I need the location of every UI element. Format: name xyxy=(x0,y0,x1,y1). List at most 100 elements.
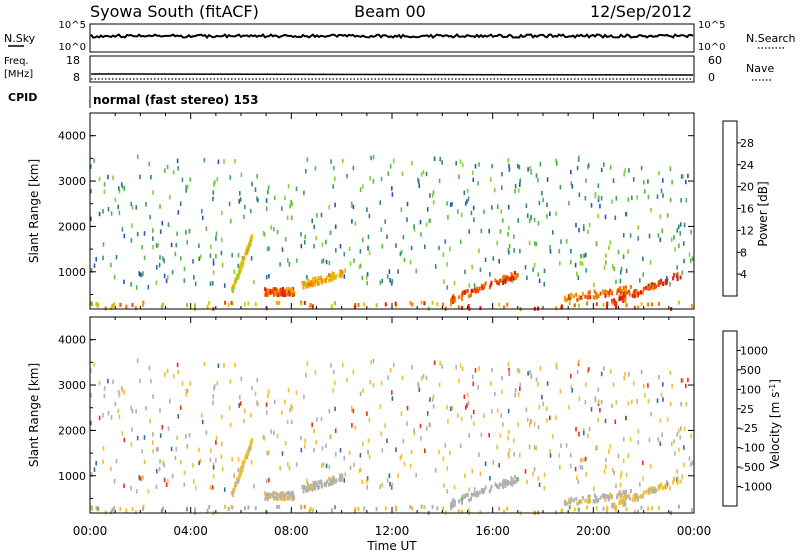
power-echo-point xyxy=(149,214,151,220)
velocity-echo-point xyxy=(266,496,269,501)
velocity-echo-point xyxy=(375,507,378,512)
velocity-echo-point xyxy=(372,358,375,364)
velocity-echo-point xyxy=(305,486,308,491)
velocity-echo-point xyxy=(639,482,641,487)
velocity-echo-point xyxy=(308,509,311,514)
velocity-echo-point xyxy=(199,458,202,464)
velocity-echo-point xyxy=(659,418,662,423)
power-echo-point xyxy=(246,244,249,249)
power-echo-point xyxy=(313,224,315,230)
power-echo-point xyxy=(231,287,234,291)
power-echo-point xyxy=(316,279,318,284)
power-echo-point xyxy=(560,239,562,244)
power-echo-point xyxy=(464,201,467,206)
velocity-echo-point xyxy=(519,382,521,388)
power-echo-point xyxy=(651,302,653,307)
power-echo-point xyxy=(276,293,279,297)
power-echo-point xyxy=(533,263,536,268)
velocity-echo-point xyxy=(636,399,638,404)
velocity-echo-point xyxy=(567,497,570,502)
power-echo-point xyxy=(637,291,640,296)
power-echo-point xyxy=(140,272,143,278)
power-echo-point xyxy=(659,281,662,285)
velocity-echo-point xyxy=(590,407,593,412)
velocity-echo-point xyxy=(636,497,639,502)
velocity-echo-point xyxy=(123,483,125,489)
power-echo-point xyxy=(647,286,650,291)
power-echo-point xyxy=(183,278,186,283)
power-echo-point xyxy=(453,296,456,301)
power-echo-point xyxy=(502,218,504,223)
velocity-echo-point xyxy=(573,507,576,512)
velocity-echo-point xyxy=(431,504,434,509)
power-echo-point xyxy=(205,226,208,231)
power-echo-point xyxy=(600,167,603,173)
power-echo-point xyxy=(361,275,364,281)
velocity-echo-point xyxy=(461,509,463,514)
velocity-echo-point xyxy=(680,426,682,431)
velocity-echo-point xyxy=(320,481,323,486)
velocity-echo-point xyxy=(543,486,546,491)
velocity-echo-point xyxy=(158,466,161,472)
velocity-echo-point xyxy=(194,507,196,512)
velocity-echo-point xyxy=(470,414,473,420)
power-echo-point xyxy=(110,211,113,216)
power-echo-point xyxy=(623,172,625,177)
power-echo-point xyxy=(265,198,268,203)
power-echo-point xyxy=(559,184,562,190)
velocity-echo-point xyxy=(538,404,541,410)
power-echo-point xyxy=(460,293,463,298)
power-echo-point xyxy=(647,194,650,200)
power-echo-point xyxy=(574,262,577,268)
power-echo-point xyxy=(215,254,217,259)
power-echo-point xyxy=(272,287,275,292)
velocity-echo-point xyxy=(690,433,692,439)
velocity-echo-point xyxy=(580,458,582,463)
velocity-echo-point xyxy=(215,440,217,445)
velocity-echo-point xyxy=(180,460,182,465)
velocity-echo-point xyxy=(186,507,188,512)
power-echo-point xyxy=(639,278,641,283)
power-echo-point xyxy=(625,268,628,274)
power-echo-point xyxy=(422,169,425,175)
power-echo-point xyxy=(159,255,161,260)
velocity-echo-point xyxy=(112,379,114,384)
power-echo-point xyxy=(161,221,164,226)
power-echo-point xyxy=(328,260,331,266)
power-echo-point xyxy=(354,305,356,310)
velocity-echo-point xyxy=(354,425,357,430)
velocity-echo-point xyxy=(307,483,309,488)
power-echo-point xyxy=(583,226,585,232)
velocity-echo-point xyxy=(472,409,475,415)
power-echo-point xyxy=(499,229,502,234)
velocity-echo-point xyxy=(442,456,445,461)
velocity-echo-point xyxy=(582,428,585,433)
power-echo-point xyxy=(288,262,291,267)
power-echo-point xyxy=(549,245,551,250)
power-echo-point xyxy=(612,178,615,183)
power-echo-point xyxy=(622,233,625,238)
power-echo-point xyxy=(473,288,476,293)
power-echo-point xyxy=(659,237,662,242)
velocity-echo-point xyxy=(637,509,640,514)
power-echo-point xyxy=(483,209,485,214)
velocity-colorbar-tick-label: -25 xyxy=(740,422,758,435)
velocity-echo-point xyxy=(288,466,291,471)
velocity-echo-point xyxy=(645,489,648,494)
velocity-echo-point xyxy=(330,508,333,513)
velocity-echo-point xyxy=(198,447,200,453)
power-echo-point xyxy=(676,228,678,233)
power-echo-point xyxy=(342,158,344,164)
power-echo-point xyxy=(530,169,532,174)
velocity-echo-point xyxy=(509,480,512,485)
velocity-echo-point xyxy=(302,489,305,494)
power-echo-point xyxy=(224,300,227,305)
power-echo-point xyxy=(237,263,239,269)
power-echo-point xyxy=(177,166,179,171)
power-echo-point xyxy=(458,174,460,180)
velocity-echo-point xyxy=(603,366,605,371)
velocity-echo-point xyxy=(625,415,627,421)
velocity-echo-point xyxy=(186,388,189,394)
power-echo-point xyxy=(237,253,240,258)
